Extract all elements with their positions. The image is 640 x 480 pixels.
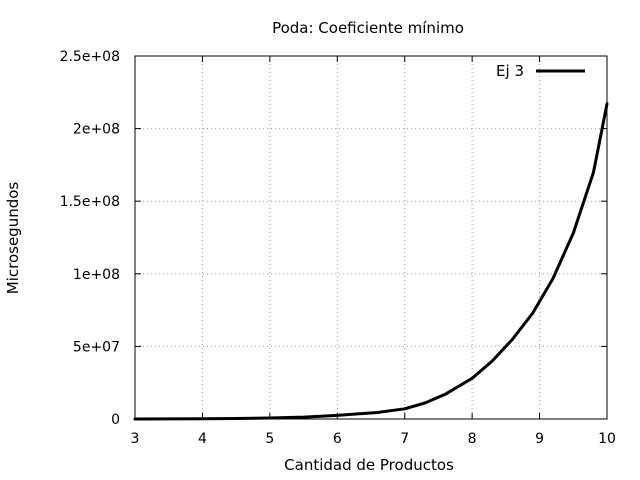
y-tick-label: 5e+07	[73, 339, 120, 355]
legend-label: Ej 3	[496, 62, 524, 80]
y-axis-label: Microsegundos	[4, 182, 22, 295]
chart-title: Poda: Coeficiente mínimo	[272, 19, 464, 37]
x-axis-label: Cantidad de Productos	[284, 456, 454, 474]
y-tick-label: 0	[111, 412, 120, 428]
x-tick-label: 10	[598, 431, 616, 447]
axis-ticks	[134, 55, 608, 420]
x-tick-labels: 3 4 5 6 7 8 9 10	[131, 431, 616, 447]
series-layer	[133, 102, 609, 421]
x-tick-label: 3	[131, 431, 140, 447]
legend: Ej 3	[496, 62, 585, 80]
x-tick-label: 6	[333, 431, 342, 447]
x-tick-label: 8	[468, 431, 477, 447]
x-tick-label: 4	[198, 431, 207, 447]
x-tick-label: 5	[265, 431, 274, 447]
y-tick-label: 1e+08	[73, 267, 120, 283]
x-tick-label: 9	[535, 431, 544, 447]
series-line	[133, 102, 609, 421]
y-tick-label: 2.5e+08	[60, 49, 120, 65]
y-tick-label: 1.5e+08	[60, 194, 120, 210]
grid	[135, 56, 607, 419]
plot-frame	[134, 55, 608, 420]
y-tick-label: 2e+08	[73, 122, 120, 138]
x-tick-label: 7	[400, 431, 409, 447]
y-tick-labels: 0 5e+07 1e+08 1.5e+08 2e+08 2.5e+08	[60, 49, 120, 428]
